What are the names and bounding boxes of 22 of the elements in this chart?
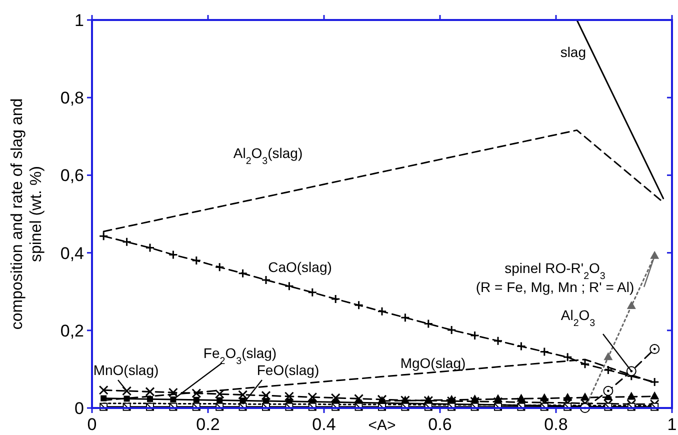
x-axis-title: <A> [368, 417, 396, 434]
y-tick-label: 1 [74, 11, 84, 30]
x-tick-label: 1 [667, 415, 677, 434]
text: Al$_{2}$O$_{3}$ [560, 307, 596, 328]
legend-label: spinel RO-R'$_{2}$O$_{3}$ (R = Fe, Mg, Mn ; R' = Al) [476, 260, 634, 295]
x-tick-label: 0 [87, 415, 97, 434]
series-label: CaO(slag) [268, 259, 332, 275]
x-tick-label: 0.4 [312, 415, 336, 434]
y-tick-label: 0,4 [60, 244, 84, 263]
x-tick-label: 0.8 [544, 415, 568, 434]
series-label: FeO(slag) [256, 362, 320, 378]
series-label: Al$_{2}$O$_{3}$(slag) [233, 145, 303, 166]
series-label: slag [560, 44, 586, 60]
series-label: MnO(slag) [93, 362, 159, 378]
y-tick-label: 0,8 [60, 88, 84, 108]
y-tick-label: 0,6 [60, 166, 84, 186]
x-tick-label: 0.2 [196, 415, 220, 434]
y-tick-label: 0,2 [60, 321, 84, 340]
y-axis-title: composition and rate of slag and spinel (wt. %) [9, 98, 45, 330]
series-label: MgO(slag) [400, 355, 466, 371]
x-tick-label: 0.6 [428, 415, 452, 434]
y-tick-label: 0 [74, 399, 84, 418]
